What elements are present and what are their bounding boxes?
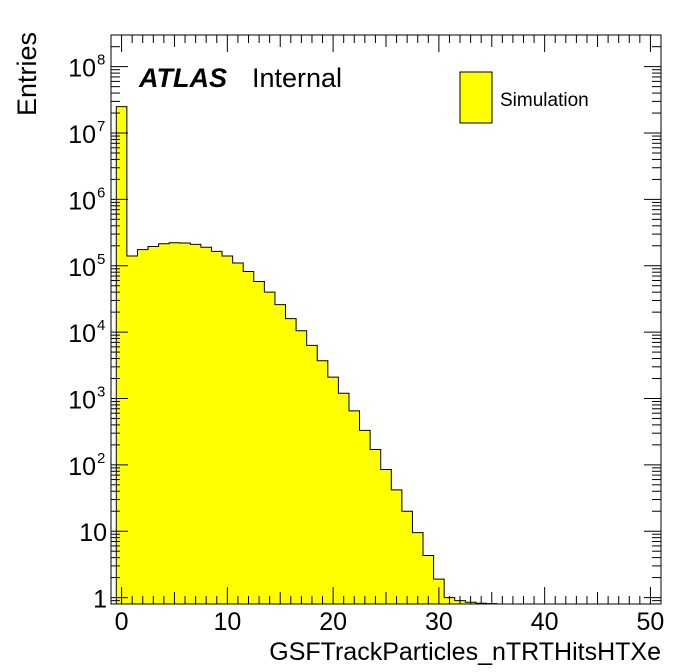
x-tick-label: 40: [531, 608, 559, 636]
y-tick-label: 10: [79, 519, 107, 547]
histogram-bin: [370, 449, 382, 604]
y-tick-exponent: 7: [97, 118, 105, 135]
histogram-outline: [115, 106, 508, 605]
y-tick-label: 10: [68, 320, 96, 348]
x-tick-label: 30: [425, 608, 453, 636]
legend-swatch: [459, 71, 493, 124]
y-tick-label: 10: [68, 121, 96, 149]
histogram-bin: [126, 256, 138, 604]
x-axis-tick-labels: 0 10 20 30 40 50: [115, 608, 665, 636]
histogram-bin: [179, 243, 191, 605]
histogram-bin: [116, 106, 128, 604]
histogram-bin: [412, 532, 424, 604]
histogram-bin: [338, 393, 350, 604]
y-tick-label: 10: [68, 254, 96, 282]
legend: Simulation: [459, 71, 589, 124]
y-axis-title: Entries: [12, 32, 42, 116]
y-axis-ticks: [111, 34, 661, 605]
histogram-bin: [296, 330, 308, 604]
x-axis-title: GSFTrackParticles_nTRTHitsHTXe: [269, 638, 661, 666]
histogram-bin: [137, 249, 149, 604]
y-tick-label: 10: [68, 187, 96, 215]
x-tick-label: 10: [213, 608, 241, 636]
histogram-bin: [211, 251, 223, 605]
y-tick-exponent: 4: [97, 317, 105, 334]
histogram-bin: [190, 244, 202, 605]
histogram-bin: [222, 256, 234, 604]
y-tick-exponent: 8: [97, 52, 105, 69]
histogram-bin: [317, 360, 329, 604]
y-tick-label: 1: [93, 586, 107, 614]
y-tick-exponent: 5: [97, 251, 105, 268]
histogram-bin: [348, 410, 360, 604]
histogram-bin: [327, 377, 339, 604]
y-tick-label: 10: [68, 453, 96, 481]
histogram-bin: [158, 243, 170, 604]
internal-label: Internal: [252, 63, 342, 93]
histogram-bin: [380, 469, 392, 604]
histogram-bin: [423, 555, 434, 604]
atlas-label: ATLAS: [138, 63, 227, 93]
histogram-bin: [232, 263, 244, 604]
x-axis-ticks: [110, 35, 662, 604]
y-tick-label: 10: [68, 55, 96, 83]
x-tick-label: 20: [319, 608, 347, 636]
histogram-bin: [243, 271, 255, 604]
histogram-bin: [264, 292, 276, 604]
histogram-bin: [401, 511, 413, 604]
histogram-bin: [253, 281, 265, 604]
y-tick-exponent: 3: [97, 383, 105, 400]
y-tick-exponent: 6: [97, 184, 105, 201]
histogram-bin: [274, 304, 286, 604]
x-tick-label: 0: [115, 608, 129, 636]
y-tick-label: 10: [68, 386, 96, 414]
histogram-bin: [359, 430, 371, 604]
histogram-bin: [391, 489, 403, 604]
histogram-bars: [115, 106, 508, 605]
histogram-bin: [306, 345, 318, 604]
histogram-bin: [200, 247, 212, 605]
histogram-bin: [169, 242, 181, 604]
histogram-bin: [148, 246, 159, 604]
y-tick-exponent: 2: [97, 450, 105, 467]
histogram-bin: [285, 318, 297, 604]
x-tick-label: 50: [637, 608, 665, 636]
legend-label: Simulation: [500, 90, 589, 111]
